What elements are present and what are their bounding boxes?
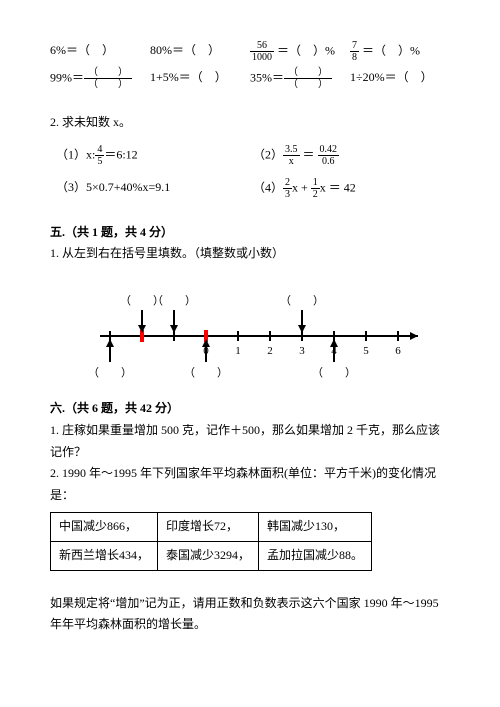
prefix: （1）x: bbox=[56, 147, 95, 161]
cell-80pct: 80%＝（ ） bbox=[150, 40, 250, 63]
cell: 孟加拉国减少88。 bbox=[259, 541, 372, 570]
text: 1÷20%＝（ ） bbox=[350, 70, 433, 84]
denominator: 5 bbox=[95, 156, 104, 167]
eq-2: （2） 3.5 x ＝ 0.42 0.6 bbox=[253, 144, 450, 167]
cell-35pct: 35%＝ （ ） （ ） bbox=[250, 67, 350, 90]
svg-text:（ ）: （ ） bbox=[280, 294, 324, 307]
prefix: （4） bbox=[253, 180, 283, 194]
mid: x + bbox=[292, 180, 311, 194]
denominator: 2 bbox=[311, 189, 320, 200]
svg-text:（ ）: （ ） bbox=[184, 366, 228, 379]
cell: 新西兰增长434， bbox=[51, 541, 158, 570]
fraction-1-2: 1 2 bbox=[311, 177, 320, 200]
s6-tail2: 年年平均森林面积的增长量。 bbox=[50, 614, 450, 636]
numerator: 7 bbox=[350, 40, 359, 52]
fraction-4-5: 4 5 bbox=[95, 144, 104, 167]
prefix: 99%＝ bbox=[50, 70, 84, 84]
equals: ＝ bbox=[300, 147, 318, 161]
svg-text:（ ）: （ ） bbox=[312, 366, 356, 379]
suffix: ＝（ ）% bbox=[359, 43, 420, 57]
denominator: （ ） bbox=[284, 79, 332, 90]
s6-q1: 1. 庄稼如果重量增加 500 克，记作＋500，那么如果增加 2 千克，那么应… bbox=[50, 420, 450, 463]
cell: 中国减少866， bbox=[51, 513, 158, 542]
eq-4: （4） 2 3 x + 1 2 x ＝ 42 bbox=[253, 177, 450, 200]
section-5-head: 五.（共 1 题，共 4 分） bbox=[50, 222, 450, 244]
text: 80%＝（ ） bbox=[150, 43, 220, 57]
numerator: 56 bbox=[250, 40, 274, 52]
numerator: 3.5 bbox=[283, 144, 300, 156]
blank-fraction: （ ） （ ） bbox=[84, 67, 132, 90]
cell-6pct: 6%＝（ ） bbox=[50, 40, 150, 63]
forest-table: 中国减少866， 印度增长72， 韩国减少130， 新西兰增长434， 泰国减少… bbox=[50, 512, 372, 570]
fraction-left: 3.5 x bbox=[283, 144, 300, 167]
cell: 韩国减少130， bbox=[259, 513, 372, 542]
numerator: （ ） bbox=[284, 67, 332, 79]
numerator: 1 bbox=[311, 177, 320, 189]
svg-text:（ ）: （ ） bbox=[90, 366, 132, 379]
cell-56-1000: 56 1000 ＝（ ）% bbox=[250, 40, 350, 63]
cell: 印度增长72， bbox=[158, 513, 259, 542]
numerator: 0.42 bbox=[318, 144, 340, 156]
blank-fraction: （ ） （ ） bbox=[284, 67, 332, 90]
cell-7-8: 7 8 ＝（ ）% bbox=[350, 40, 450, 63]
percent-row-2: 99%＝ （ ） （ ） 1+5%＝（ ） 35%＝ （ ） （ ） 1÷20%… bbox=[50, 67, 450, 90]
prefix: 35%＝ bbox=[250, 70, 284, 84]
text: 1+5%＝（ ） bbox=[150, 70, 227, 84]
suffix: ＝（ ）% bbox=[274, 43, 335, 57]
denominator: 0.6 bbox=[318, 156, 340, 167]
cell-99pct: 99%＝ （ ） （ ） bbox=[50, 67, 150, 90]
svg-text:2: 2 bbox=[267, 345, 273, 357]
table-row: 新西兰增长434， 泰国减少3294， 孟加拉国减少88。 bbox=[51, 541, 372, 570]
number-line-svg: 0123456（ ）（ ）（ ）（ ）（ ）（ ） bbox=[90, 281, 450, 381]
denominator: （ ） bbox=[84, 79, 132, 90]
prefix: （2） bbox=[253, 147, 283, 161]
equation-grid: （1）x: 4 5 ＝6:12 （2） 3.5 x ＝ 0.42 0.6 （3）… bbox=[56, 144, 450, 200]
number-line-wrap: 0123456（ ）（ ）（ ）（ ）（ ）（ ） bbox=[90, 281, 450, 389]
table-row: 中国减少866， 印度增长72， 韩国减少130， bbox=[51, 513, 372, 542]
q2-title: 2. 求未知数 x。 bbox=[50, 112, 450, 134]
cell: 泰国减少3294， bbox=[158, 541, 259, 570]
text: 6%＝（ ） bbox=[50, 43, 114, 57]
numerator: 4 bbox=[95, 144, 104, 156]
suffix: ＝6:12 bbox=[104, 147, 137, 161]
svg-text:5: 5 bbox=[363, 345, 369, 357]
svg-text:6: 6 bbox=[395, 345, 401, 357]
numerator: 2 bbox=[283, 177, 292, 189]
svg-text:1: 1 bbox=[235, 345, 241, 357]
svg-text:（ ）: （ ） bbox=[152, 294, 196, 307]
fraction-2-3: 2 3 bbox=[283, 177, 292, 200]
eq-1: （1）x: 4 5 ＝6:12 bbox=[56, 144, 253, 167]
s6-q2: 2. 1990 年～1995 年下列国家年平均森林面积(单位：平方千米)的变化情… bbox=[50, 463, 450, 506]
fraction-56-1000: 56 1000 bbox=[250, 40, 274, 63]
svg-text:3: 3 bbox=[299, 345, 305, 357]
denominator: 8 bbox=[350, 52, 359, 63]
suffix: x ＝ 42 bbox=[320, 180, 356, 194]
numerator: （ ） bbox=[84, 67, 132, 79]
fraction-7-8: 7 8 bbox=[350, 40, 359, 63]
eq-3: （3）5×0.7+40%x=9.1 bbox=[56, 177, 253, 200]
denominator: 3 bbox=[283, 189, 292, 200]
percent-row-1: 6%＝（ ） 80%＝（ ） 56 1000 ＝（ ）% 7 8 ＝（ ）% bbox=[50, 40, 450, 63]
fraction-right: 0.42 0.6 bbox=[318, 144, 340, 167]
cell-1div20pct: 1÷20%＝（ ） bbox=[350, 67, 450, 90]
cell-1plus5pct: 1+5%＝（ ） bbox=[150, 67, 250, 90]
denominator: 1000 bbox=[250, 52, 274, 63]
denominator: x bbox=[283, 156, 300, 167]
s5-q1: 1. 从左到右在括号里填数。（填整数或小数） bbox=[50, 243, 450, 265]
s6-tail1: 如果规定将“增加”记为正，请用正数和负数表示这六个国家 1990 年～1995 bbox=[50, 593, 450, 615]
section-6-head: 六.（共 6 题，共 42 分） bbox=[50, 398, 450, 420]
